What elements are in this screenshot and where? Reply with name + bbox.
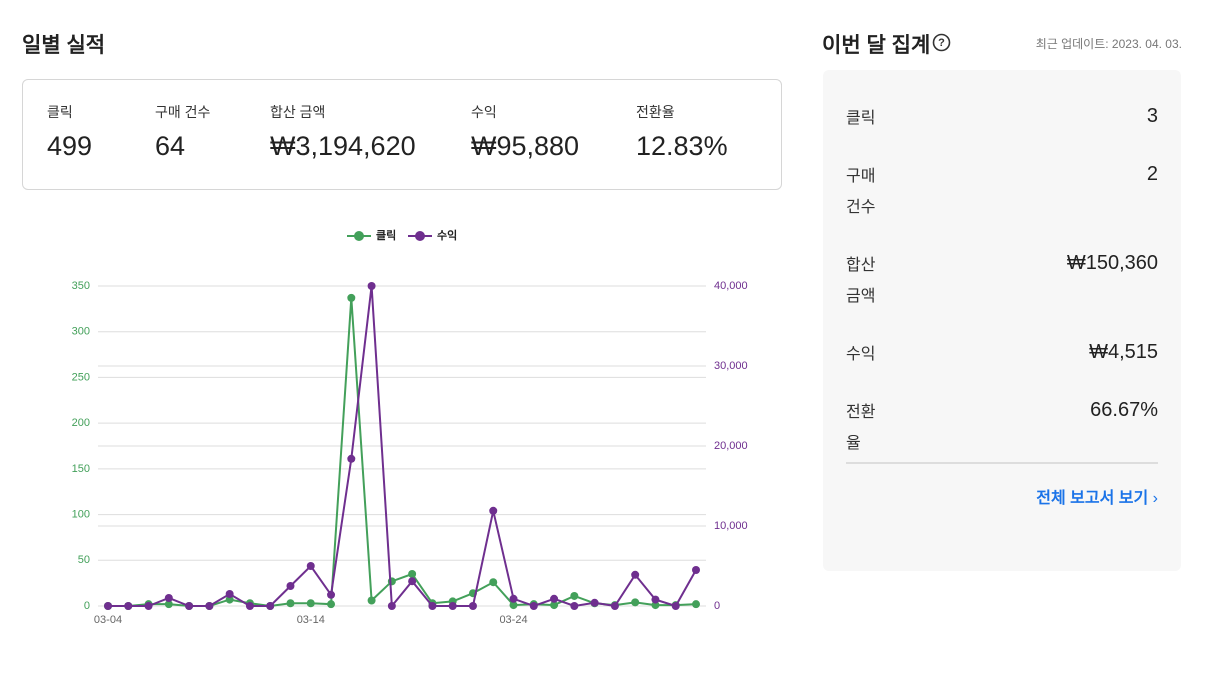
data-point bbox=[550, 594, 559, 603]
stat-value: 12.83% bbox=[636, 131, 728, 161]
data-point bbox=[489, 578, 498, 587]
data-point bbox=[610, 602, 619, 610]
data-point bbox=[509, 594, 518, 603]
daily-title: 일별 실적 bbox=[22, 34, 106, 57]
data-point bbox=[225, 590, 234, 598]
row-label: 수익 bbox=[846, 346, 876, 363]
stat-value: 64 bbox=[155, 131, 186, 161]
row-value: 2 bbox=[1146, 163, 1158, 185]
y-tick-label: 50 bbox=[78, 554, 90, 566]
stat-value: ₩3,194,620 bbox=[270, 131, 416, 161]
x-tick-label: 03-04 bbox=[94, 614, 122, 626]
y-tick-label: 0 bbox=[84, 600, 90, 612]
divider bbox=[846, 462, 1158, 464]
data-point bbox=[306, 562, 315, 570]
data-point bbox=[550, 601, 559, 610]
data-point bbox=[104, 602, 112, 610]
y2-tick-label: 30,000 bbox=[714, 360, 748, 372]
data-point bbox=[448, 602, 457, 610]
stat-label: 합산 금액 bbox=[270, 104, 326, 120]
data-point bbox=[468, 602, 477, 610]
y-tick-label: 200 bbox=[72, 417, 90, 429]
data-point bbox=[387, 602, 396, 610]
data-point bbox=[347, 454, 356, 463]
data-point bbox=[225, 595, 234, 604]
data-point bbox=[590, 598, 599, 607]
y-tick-label: 150 bbox=[72, 463, 90, 475]
data-point bbox=[286, 599, 295, 608]
data-point bbox=[671, 602, 680, 610]
data-point bbox=[570, 602, 579, 610]
row-value: 66.67% bbox=[1090, 399, 1158, 421]
data-point bbox=[570, 591, 579, 600]
y2-tick-label: 40,000 bbox=[714, 280, 748, 292]
y2-tick-label: 0 bbox=[714, 600, 720, 612]
y2-tick-label: 20,000 bbox=[714, 440, 748, 452]
y-tick-label: 100 bbox=[72, 508, 90, 520]
legend-marker bbox=[415, 231, 425, 241]
data-point bbox=[164, 594, 173, 602]
series-line bbox=[108, 297, 697, 608]
data-point bbox=[245, 602, 254, 610]
data-point bbox=[529, 602, 538, 610]
data-point bbox=[306, 599, 315, 608]
report-link[interactable]: 전체 보고서 보기 › bbox=[1036, 490, 1158, 507]
legend-label: 수익 bbox=[437, 229, 457, 242]
data-point bbox=[367, 282, 376, 290]
stat-label: 수익 bbox=[471, 104, 497, 120]
data-point bbox=[266, 602, 275, 610]
y-tick-label: 300 bbox=[72, 326, 90, 338]
data-point bbox=[651, 595, 660, 604]
y-tick-label: 250 bbox=[72, 371, 90, 383]
data-point bbox=[631, 598, 640, 607]
monthly-panel: 전체 보고서 보기 › 클릭 3 구매 건수 2 합산 금액 ₩150,360 수익 ₩4,5… bbox=[823, 70, 1181, 571]
row-label: 구매 건수 bbox=[846, 168, 876, 216]
data-point bbox=[489, 506, 498, 515]
stats-card: 클릭 499 구매 건수 64 합산 금액 ₩3,194,620 수익 ₩95,880 전환율 1… bbox=[22, 79, 782, 190]
legend-label: 클릭 bbox=[376, 229, 396, 242]
stat-label: 구매 건수 bbox=[155, 104, 211, 120]
data-point bbox=[428, 602, 437, 610]
x-tick-label: 03-24 bbox=[499, 614, 527, 626]
data-point bbox=[347, 293, 356, 302]
data-point bbox=[185, 602, 194, 610]
data-point bbox=[408, 577, 417, 586]
data-point bbox=[124, 602, 133, 610]
data-point bbox=[205, 602, 214, 610]
data-point bbox=[327, 600, 336, 609]
x-tick-label: 03-14 bbox=[297, 614, 325, 626]
svg-text:?: ? bbox=[938, 37, 945, 49]
stat-label: 전환율 bbox=[636, 104, 675, 120]
update-time: 최근 업데이트: 2023. 04. 03. bbox=[1035, 37, 1182, 51]
data-point bbox=[367, 596, 376, 605]
data-point bbox=[692, 566, 700, 574]
data-point bbox=[651, 601, 660, 610]
help-icon[interactable]: ? bbox=[932, 33, 951, 52]
data-point bbox=[509, 601, 518, 610]
row-label: 클릭 bbox=[846, 110, 876, 127]
report-link-text: 전체 보고서 보기 bbox=[1036, 490, 1149, 507]
stat-label: 클릭 bbox=[47, 104, 73, 120]
row-label: 합산 금액 bbox=[846, 257, 876, 305]
legend-marker bbox=[354, 231, 364, 241]
data-point bbox=[286, 582, 295, 590]
y2-tick-label: 10,000 bbox=[714, 520, 748, 532]
stat-value: ₩95,880 bbox=[471, 131, 580, 161]
row-value: 3 bbox=[1146, 105, 1158, 127]
monthly-title: 이번 달 집계 bbox=[822, 34, 931, 57]
row-value: ₩4,515 bbox=[1089, 341, 1158, 363]
data-point bbox=[631, 570, 640, 579]
chart: 0 50 100 150 200 250 300 350 0 10,000 20,000 30,000… bbox=[72, 229, 748, 626]
data-point bbox=[164, 600, 173, 609]
data-point bbox=[327, 590, 336, 599]
row-label: 전환율 bbox=[846, 404, 876, 452]
stat-value: 499 bbox=[47, 131, 93, 161]
data-point bbox=[408, 570, 417, 578]
y-tick-label: 350 bbox=[72, 280, 90, 292]
row-value: ₩150,360 bbox=[1066, 252, 1158, 274]
data-point bbox=[144, 602, 153, 610]
data-point bbox=[387, 577, 396, 586]
data-point bbox=[692, 600, 700, 609]
